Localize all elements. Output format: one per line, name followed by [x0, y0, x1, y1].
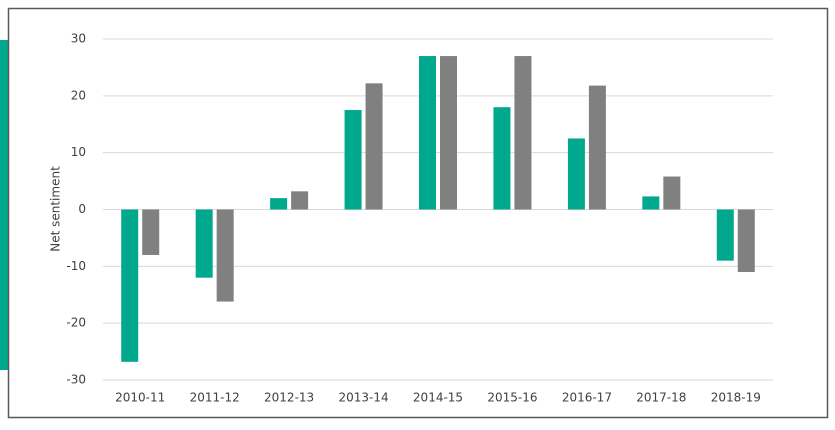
y-tick-label: -20	[66, 316, 86, 330]
bar	[195, 209, 213, 278]
bar	[419, 56, 436, 210]
x-tick-label: 2015-16	[487, 391, 537, 405]
bar	[737, 209, 755, 273]
bar	[365, 83, 383, 210]
x-tick-label: 2012-13	[264, 391, 314, 405]
bar	[121, 209, 139, 362]
side-strip	[0, 40, 8, 370]
bar	[663, 176, 681, 210]
x-tick-label: 2011-12	[190, 391, 240, 405]
x-tick-label: 2014-15	[413, 391, 463, 405]
bar	[291, 191, 309, 210]
bar	[716, 209, 734, 261]
bar	[493, 107, 511, 210]
bar	[216, 209, 234, 302]
x-tick-label: 2018-19	[711, 391, 761, 405]
x-tick-label: 2010-11	[115, 391, 165, 405]
bar	[142, 209, 160, 255]
y-tick-label: 10	[71, 145, 86, 159]
bar	[344, 110, 362, 210]
bar	[270, 198, 288, 210]
x-tick-label: 2017-18	[636, 391, 686, 405]
bar	[588, 85, 606, 210]
frame	[7, 7, 829, 419]
y-tick-label: -30	[66, 373, 86, 387]
y-tick-label: 30	[71, 32, 86, 46]
y-tick-label: -10	[66, 259, 86, 273]
bar	[642, 196, 660, 210]
x-tick-label: 2016-17	[562, 391, 612, 405]
bar	[440, 56, 457, 210]
y-tick-label: 20	[71, 88, 86, 102]
bar	[514, 56, 532, 210]
bar	[567, 138, 585, 210]
y-tick-label: 0	[78, 202, 86, 216]
x-tick-label: 2013-14	[338, 391, 388, 405]
y-axis-label: Net sentiment	[49, 166, 63, 252]
